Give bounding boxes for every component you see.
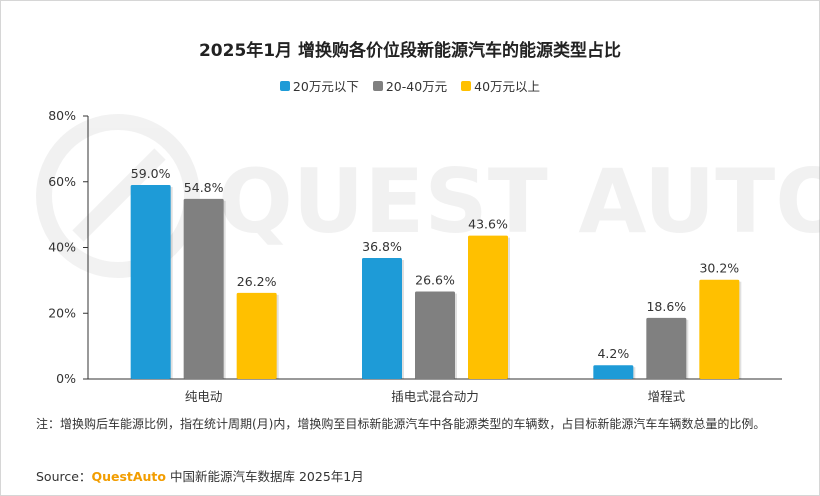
bar-value-label: 43.6% — [468, 217, 508, 232]
y-tick-label: 60% — [48, 174, 76, 189]
source-prefix: Source： — [36, 469, 92, 484]
y-tick-label: 20% — [48, 305, 76, 320]
bar-value-label: 26.2% — [237, 274, 277, 289]
watermark-logo-slash — [72, 148, 166, 242]
watermark-text: QUEST AUTO — [218, 150, 820, 253]
footnote: 注：增换购后车能源比例，指在统计周期(月)内，增换购至目标新能源汽车中各能源类型… — [36, 417, 766, 431]
bar — [183, 198, 224, 379]
bar-value-label: 30.2% — [699, 261, 739, 276]
legend-swatch-under-20w — [279, 80, 290, 91]
legend-item-20-40w: 20-40万元 — [372, 76, 448, 95]
legend-item-under-20w: 20万元以下 — [279, 76, 359, 95]
x-category-label: 增程式 — [648, 389, 686, 404]
x-category-label: 纯电动 — [185, 389, 223, 404]
y-tick-label: 80% — [48, 108, 76, 123]
bar — [646, 317, 687, 379]
x-category-label: 插电式混合动力 — [391, 389, 479, 404]
bar — [236, 292, 277, 379]
bar — [415, 291, 455, 379]
legend-label-over-40w: 40万元以上 — [474, 79, 541, 94]
bar — [593, 365, 634, 379]
bar-value-label: 36.8% — [362, 239, 402, 254]
bar — [468, 235, 508, 379]
y-tick-label: 40% — [48, 240, 76, 255]
watermark: QUEST AUTO — [36, 114, 820, 278]
bar — [130, 185, 171, 379]
legend-label-under-20w: 20万元以下 — [292, 79, 359, 94]
bar-value-label: 26.6% — [415, 273, 455, 288]
chart-title: 2025年1月 增换购各价位段新能源汽车的能源类型占比 — [198, 41, 622, 61]
bar — [362, 258, 402, 379]
bar-value-label: 59.0% — [131, 166, 171, 181]
legend: 20万元以下 20-40万元 40万元以上 — [0, 76, 820, 95]
watermark-logo-icon — [36, 114, 200, 278]
legend-item-over-40w: 40万元以上 — [461, 76, 540, 95]
bar-value-label: 54.8% — [184, 180, 224, 195]
legend-swatch-over-40w — [461, 80, 472, 91]
source-line: Source：QuestAuto 中国新能源汽车数据库 2025年1月 — [36, 466, 364, 485]
bar-value-label: 18.6% — [646, 299, 686, 314]
source-brand: QuestAuto — [91, 469, 166, 484]
bar — [699, 279, 740, 379]
legend-label-20-40w: 20-40万元 — [385, 79, 448, 94]
bar-value-label: 4.2% — [597, 346, 629, 361]
source-text: 中国新能源汽车数据库 2025年1月 — [169, 469, 364, 484]
y-tick-label: 0% — [56, 371, 76, 386]
legend-swatch-20-40w — [372, 80, 383, 91]
